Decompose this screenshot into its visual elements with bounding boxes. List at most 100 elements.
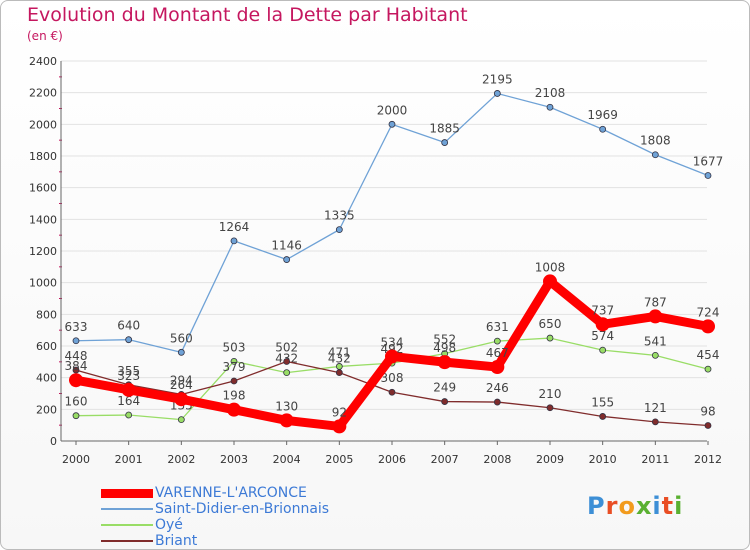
data-point: [227, 402, 241, 417]
x-tick-label: 2012: [694, 453, 722, 466]
data-label: 355: [117, 364, 140, 378]
x-tick-label: 2011: [641, 453, 669, 466]
data-point: [493, 398, 501, 406]
data-point: [388, 388, 396, 396]
logo-letter: x: [635, 492, 653, 520]
data-label: 724: [697, 305, 720, 319]
data-label: 552: [433, 333, 456, 347]
legend-swatch: [101, 540, 153, 542]
data-label: 246: [486, 381, 509, 395]
data-label: 1808: [640, 134, 671, 148]
legend-item: Briant: [101, 533, 329, 549]
x-tick-label: 2009: [536, 453, 564, 466]
data-point: [279, 413, 294, 428]
data-label: 1264: [219, 220, 250, 234]
data-point: [701, 319, 715, 334]
data-point: [72, 337, 80, 345]
data-point: [599, 413, 607, 420]
data-label: 249: [433, 381, 456, 395]
data-label: 467: [486, 346, 509, 360]
data-point: [385, 349, 399, 364]
data-point: [125, 411, 133, 419]
logo-letter: o: [618, 492, 636, 520]
legend-label: Briant: [155, 533, 198, 549]
data-label: 640: [117, 319, 140, 333]
y-tick-label: 2200: [29, 87, 57, 100]
data-label: 294: [170, 373, 193, 387]
data-point: [283, 256, 291, 263]
data-point: [704, 172, 712, 179]
x-tick-label: 2006: [378, 453, 406, 466]
data-label: 432: [328, 352, 351, 366]
data-point: [177, 348, 185, 356]
x-tick-label: 2010: [589, 453, 617, 466]
legend-item: Saint-Didier-en-Brionnais: [101, 501, 329, 517]
legend-label: Oyé: [155, 517, 183, 533]
y-tick-label: 400: [36, 372, 57, 385]
data-label: 210: [539, 387, 562, 401]
data-label: 560: [170, 331, 193, 345]
proxiti-logo: Proxiti: [587, 492, 683, 520]
data-label: 379: [223, 360, 246, 374]
data-point: [599, 125, 607, 133]
data-point: [335, 226, 343, 234]
x-tick-label: 2007: [431, 453, 459, 466]
data-point: [546, 404, 554, 412]
data-label: 574: [591, 329, 614, 343]
data-label: 98: [700, 404, 715, 418]
data-point: [441, 398, 449, 405]
data-point: [648, 309, 663, 324]
data-label: 384: [65, 359, 88, 373]
data-point: [335, 369, 343, 377]
y-tick-label: 1800: [29, 150, 57, 163]
data-point: [283, 358, 291, 365]
legend-swatch: [101, 524, 153, 526]
data-point: [230, 357, 238, 365]
data-point: [546, 334, 554, 342]
y-tick-label: 600: [36, 340, 57, 353]
data-label: 2108: [535, 86, 566, 100]
data-label: 1969: [587, 108, 618, 122]
data-point: [72, 412, 80, 420]
y-tick-label: 1600: [29, 182, 57, 195]
data-label: 1146: [271, 239, 302, 253]
legend: VARENNE-L'ARCONCE Saint-Didier-en-Brionna…: [101, 485, 329, 549]
data-label: 1335: [324, 209, 355, 223]
data-label: 534: [381, 335, 404, 349]
data-label: 1008: [535, 260, 566, 274]
data-label: 323: [117, 369, 140, 383]
y-tick-label: 2000: [29, 118, 57, 131]
data-point: [69, 373, 83, 388]
chart-title: Evolution du Montant de la Dette par Hab…: [27, 4, 468, 26]
data-point: [599, 346, 607, 354]
y-tick-label: 800: [36, 308, 57, 321]
data-label: 2000: [377, 103, 408, 117]
data-point: [230, 377, 238, 385]
legend-item: VARENNE-L'ARCONCE: [101, 485, 329, 501]
y-tick-label: 1000: [29, 277, 57, 290]
data-point: [493, 337, 501, 345]
data-label: 631: [486, 320, 509, 334]
data-point: [651, 351, 659, 359]
y-tick-label: 0: [50, 435, 57, 448]
data-point: [595, 317, 610, 332]
data-point: [332, 419, 347, 434]
data-point: [437, 355, 452, 370]
data-label: 448: [65, 349, 88, 363]
legend-swatch: [101, 488, 153, 498]
data-label: 164: [117, 394, 140, 408]
x-tick-label: 2002: [167, 453, 195, 466]
data-point: [125, 336, 133, 344]
data-label: 155: [591, 395, 614, 409]
data-point: [441, 139, 449, 146]
data-label: 541: [644, 334, 667, 348]
data-point: [174, 392, 189, 407]
data-point: [546, 103, 554, 111]
data-point: [121, 382, 136, 397]
data-label: 121: [644, 401, 667, 415]
data-point: [490, 360, 505, 375]
x-tick-label: 2003: [220, 453, 248, 466]
data-point: [230, 237, 238, 245]
